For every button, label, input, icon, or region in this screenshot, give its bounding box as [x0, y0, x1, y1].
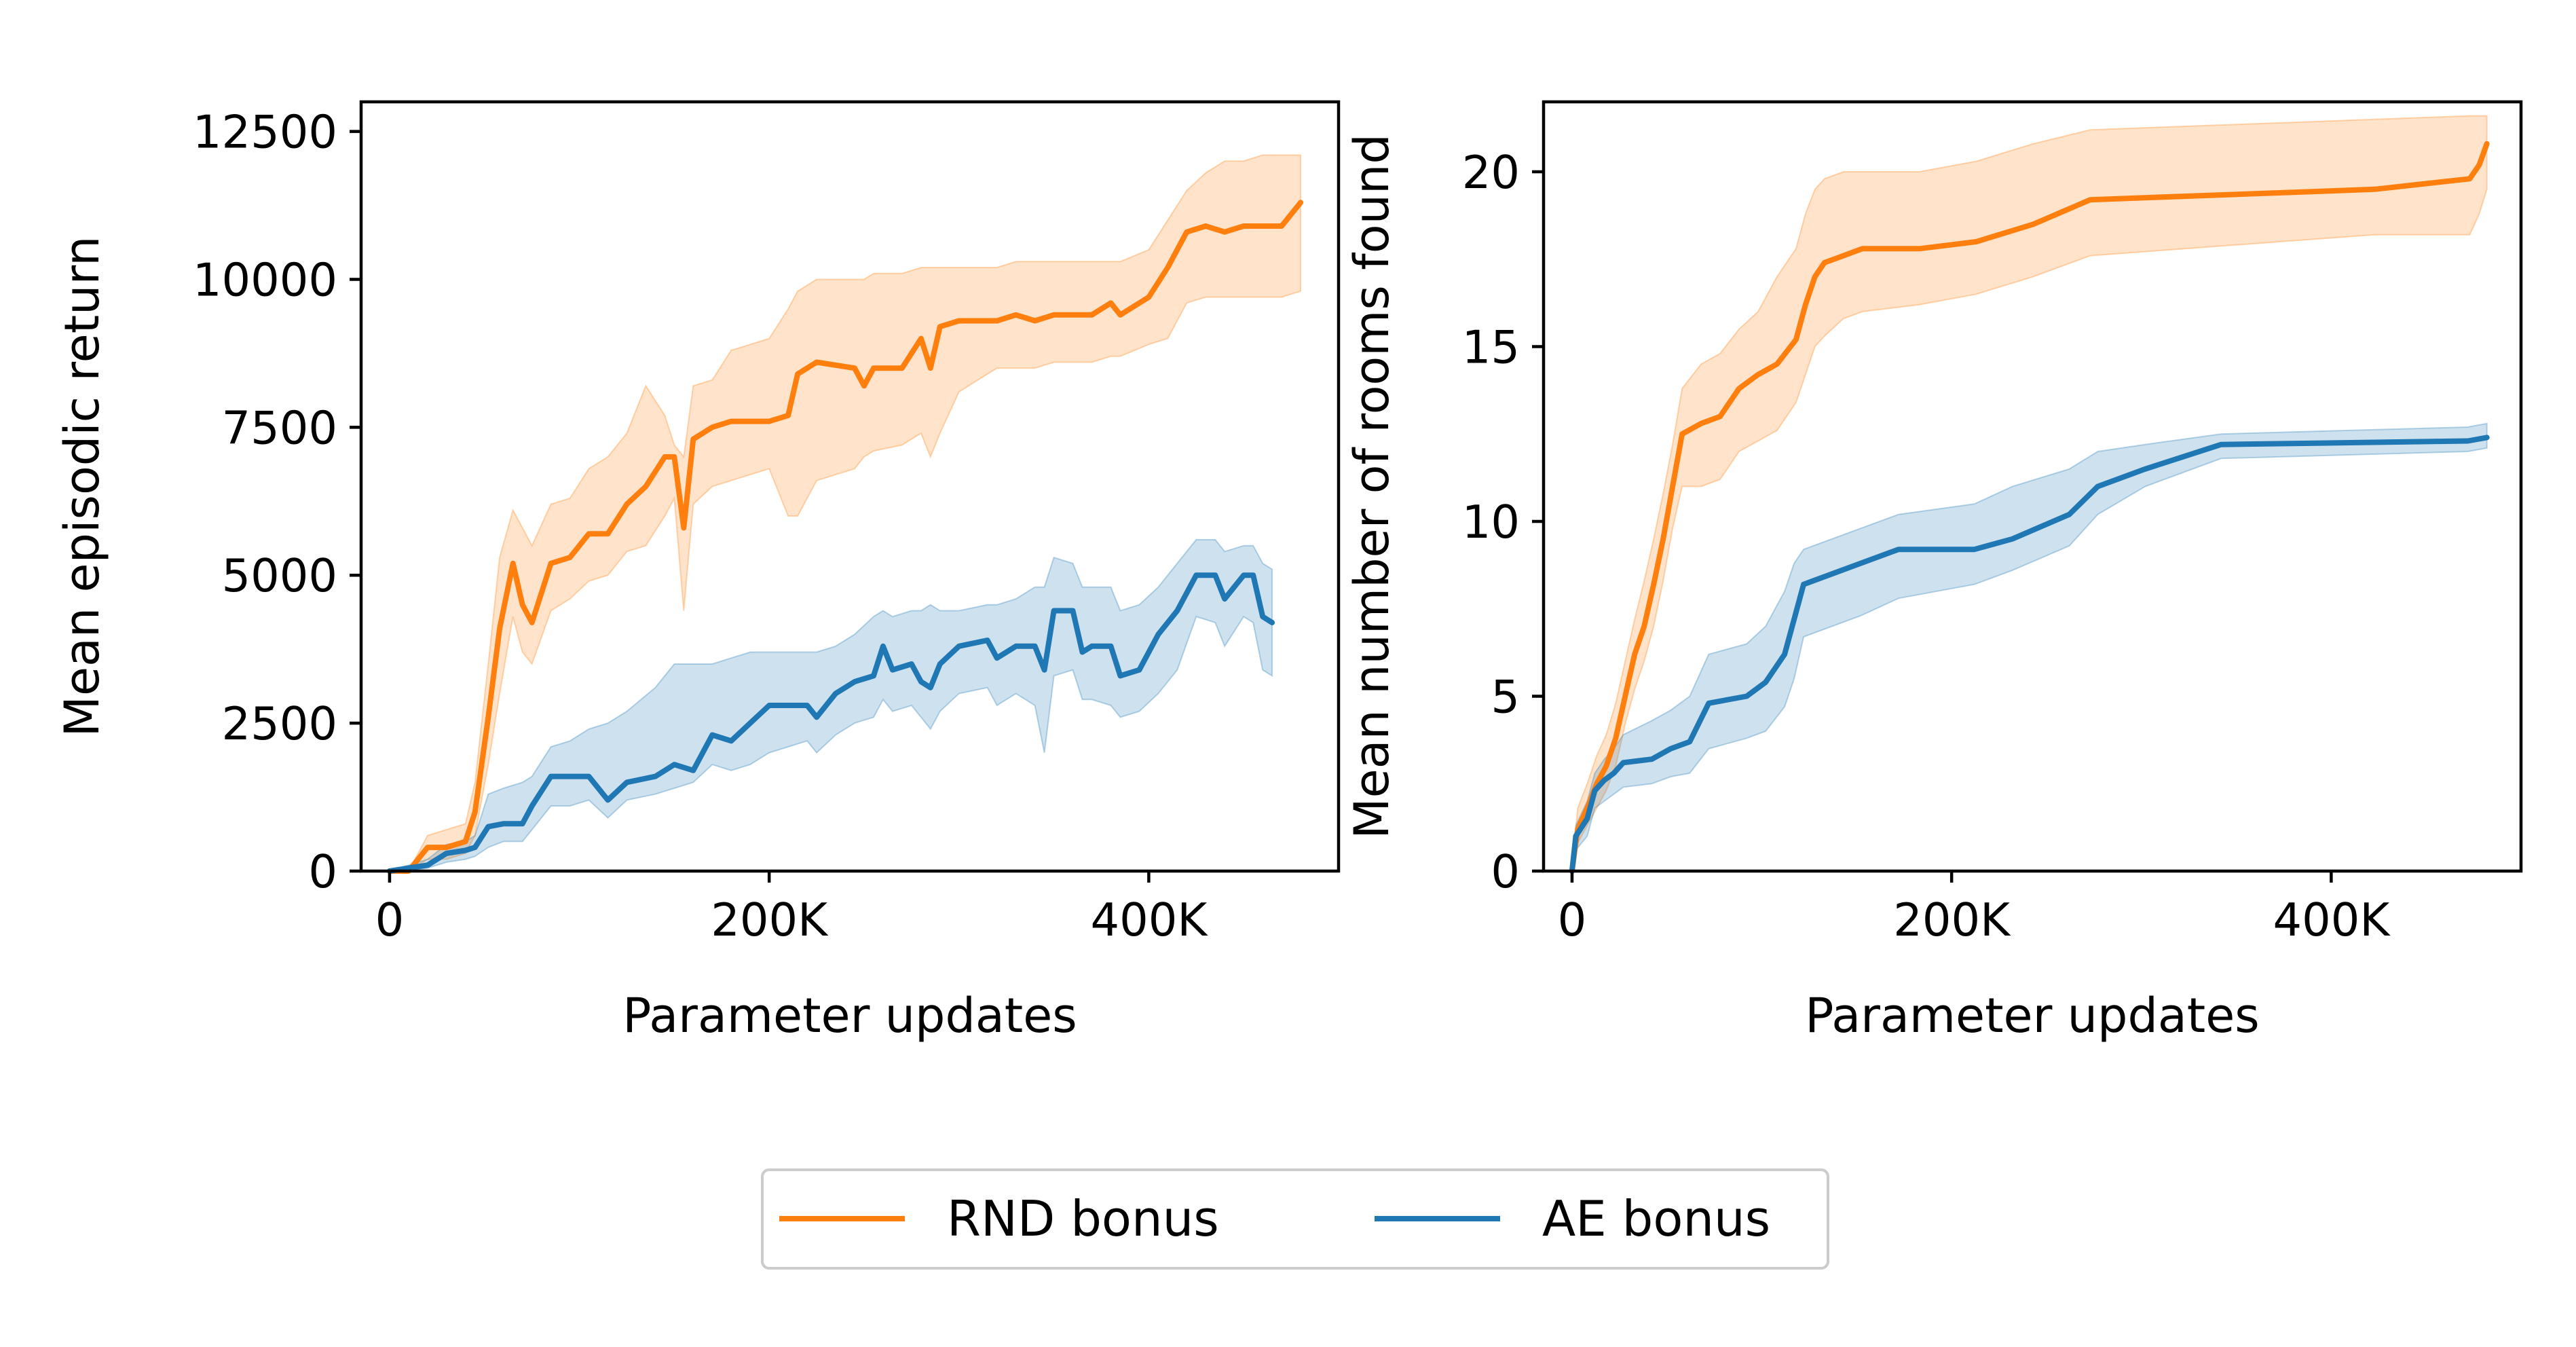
x-tick-label: 0 [1558, 893, 1587, 946]
series-line-ae-bonus [1569, 435, 2490, 874]
series-lines [386, 200, 1304, 874]
band-rnd-bonus [1571, 115, 2488, 872]
y-tick-label: 5 [1491, 671, 1520, 724]
series-line-rnd-bonus [386, 200, 1304, 874]
chart-panel-episodic-return: 0 200K 400K 0 2500 5000 7500 10000 12500 Paramet… [54, 100, 1341, 1044]
axis-ticks: 0 200K 400K 0 2500 5000 7500 10000 12500 [193, 106, 1208, 946]
x-tick-label: 400K [1090, 893, 1208, 946]
y-tick-label: 15 [1462, 321, 1520, 374]
legend-label-ae: AE bonus [1542, 1190, 1770, 1247]
x-tick-label: 400K [2273, 893, 2391, 946]
x-tick-label: 200K [1893, 893, 2011, 946]
series-line-rnd-bonus [1569, 141, 2490, 874]
x-tick-label: 200K [711, 893, 829, 946]
y-tick-label: 0 [308, 845, 337, 898]
y-tick-label: 12500 [193, 106, 337, 159]
y-tick-label: 0 [1491, 845, 1520, 898]
legend: RND bonus AE bonus [761, 1168, 1829, 1270]
x-tick-label: 0 [375, 893, 405, 946]
legend-label-rnd: RND bonus [947, 1190, 1219, 1247]
plot-frame [1542, 100, 2523, 873]
series-line-ae-bonus [386, 572, 1275, 874]
y-tick-label: 2500 [221, 697, 337, 750]
x-axis-label: Parameter updates [1805, 988, 2260, 1044]
series-lines [1569, 141, 2490, 874]
plot-frame [359, 100, 1341, 873]
x-axis-label: Parameter updates [622, 988, 1077, 1044]
band-ae-bonus [1571, 422, 2488, 872]
y-axis-label: Mean episodic return [54, 236, 110, 737]
y-tick-label: 5000 [221, 549, 337, 602]
y-axis-label: Mean number of rooms found [1344, 134, 1400, 839]
y-tick-label: 7500 [221, 401, 337, 454]
y-tick-label: 10 [1462, 496, 1520, 549]
uncertainty-bands [1571, 115, 2488, 872]
y-tick-label: 10000 [193, 253, 337, 306]
chart-panel-rooms-found: 0 200K 400K 0 5 10 15 20 Parameter updates Mean… [1344, 100, 2523, 1044]
uncertainty-bands [389, 154, 1302, 872]
legend-box [761, 1168, 1829, 1270]
axis-ticks: 0 200K 400K 0 5 10 15 20 [1462, 146, 2391, 946]
band-rnd-bonus [389, 154, 1302, 872]
y-tick-label: 20 [1462, 146, 1520, 199]
